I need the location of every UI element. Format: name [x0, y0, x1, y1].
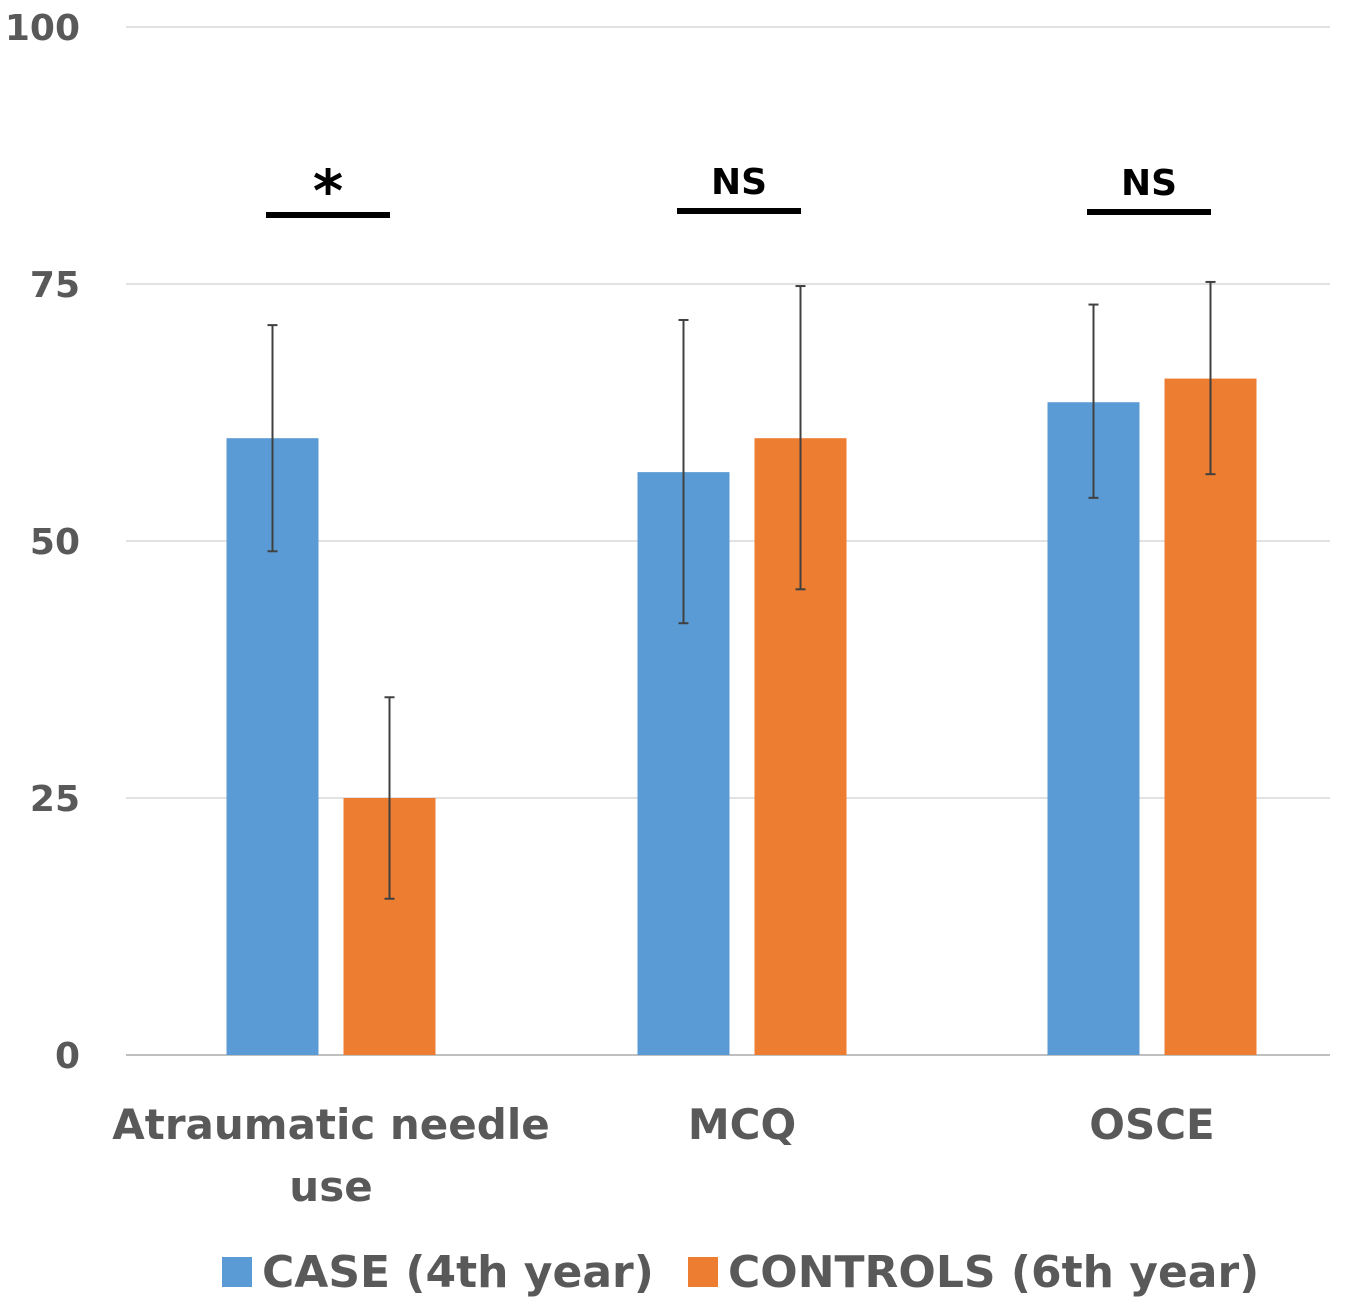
significance-markers: * NS NS [266, 157, 1211, 225]
error-bar-0-0 [267, 324, 278, 553]
bars [226, 378, 1257, 1056]
legend-swatch-1 [688, 1257, 718, 1287]
significance-label-1: NS [711, 162, 767, 203]
category-label-0: Atraumatic needle use [112, 1100, 549, 1211]
significance-label-0: * [313, 157, 343, 225]
bar-1-2 [1164, 378, 1257, 1055]
significance-label-2: NS [1121, 163, 1177, 204]
y-tick-label: 50 [30, 522, 80, 563]
category-label-1: MCQ [688, 1100, 796, 1149]
legend-swatch-0 [222, 1257, 252, 1287]
error-bar-1-1 [795, 285, 806, 591]
y-tick-label: 0 [55, 1036, 80, 1077]
y-tick-label: 75 [30, 265, 80, 306]
category-labels: Atraumatic needle use MCQ OSCE [112, 1100, 1214, 1211]
y-tick-label: 25 [30, 779, 80, 820]
legend-label-1: CONTROLS (6th year) [728, 1247, 1259, 1297]
y-tick-label: 100 [5, 8, 80, 49]
error-bar-0-2 [1088, 303, 1099, 499]
y-axis-ticks: 0 25 50 75 100 [5, 8, 80, 1077]
error-bars [267, 280, 1216, 900]
legend: CASE (4th year) CONTROLS (6th year) [222, 1247, 1259, 1297]
legend-label-0: CASE (4th year) [262, 1247, 654, 1297]
legend-item-1: CONTROLS (6th year) [688, 1247, 1259, 1297]
legend-item-0: CASE (4th year) [222, 1247, 654, 1297]
category-label-2: OSCE [1089, 1100, 1214, 1149]
error-bar-1-0 [384, 696, 395, 900]
bar-0-2 [1047, 402, 1140, 1056]
error-bar-1-2 [1205, 280, 1216, 476]
error-bar-0-1 [678, 318, 689, 625]
